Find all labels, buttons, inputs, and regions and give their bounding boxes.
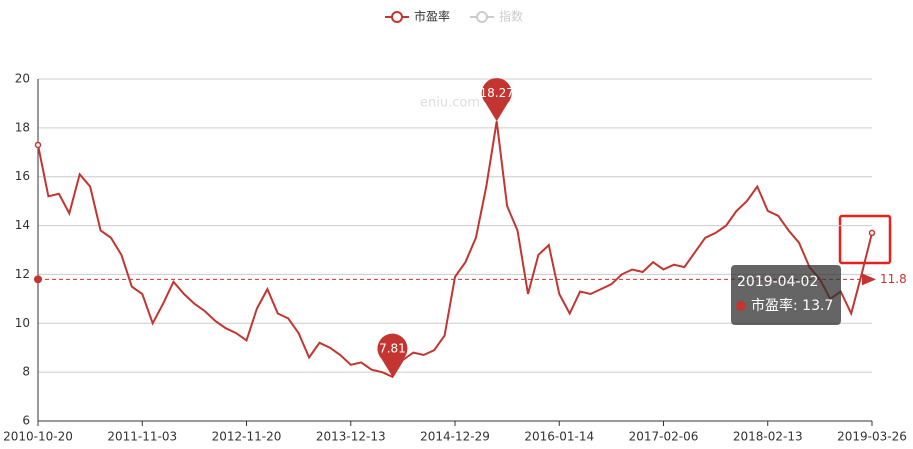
y-tick-label: 16 <box>15 169 30 183</box>
mark-pin <box>377 333 408 377</box>
x-tick-label: 2016-01-14 <box>524 430 594 444</box>
y-tick-label: 14 <box>15 218 30 232</box>
watermark: eniu.com <box>420 96 480 111</box>
y-tick-label: 18 <box>15 120 30 134</box>
x-tick-label: 2012-11-20 <box>212 430 282 444</box>
highlight-box <box>838 214 892 265</box>
y-tick-label: 6 <box>22 414 30 428</box>
x-tick-label: 2019-03-26 <box>837 430 907 444</box>
x-tick-label: 2018-02-13 <box>733 430 803 444</box>
mark-pin-label: 18.27 <box>480 86 514 100</box>
y-tick-label: 8 <box>22 365 30 379</box>
tooltip <box>731 265 841 325</box>
point <box>868 229 876 237</box>
x-tick-label: 2017-02-06 <box>629 430 699 444</box>
legend-label: 指数 <box>499 9 523 24</box>
tooltip-title: 2019-04-02 <box>737 274 818 290</box>
legend-icon <box>476 11 488 23</box>
y-tick-label: 20 <box>15 72 30 86</box>
x-tick-label: 2013-12-13 <box>316 430 386 444</box>
line <box>37 121 873 379</box>
average-label: 11.8 <box>880 272 907 286</box>
mark-pin-label: 7.81 <box>379 341 406 355</box>
x-tick-label: 2011-11-03 <box>107 430 177 444</box>
average-start <box>34 275 42 284</box>
tooltip-marker <box>736 301 746 311</box>
y-tick-label: 12 <box>15 267 30 281</box>
x-tick-label: 2010-10-20 <box>3 430 73 444</box>
point <box>34 141 42 149</box>
tooltip-text: 市盈率: 13.7 <box>751 297 833 314</box>
legend-label: 市盈率 <box>414 9 450 24</box>
average-arrow <box>862 273 876 286</box>
mark-pin <box>481 78 512 122</box>
y-tick-label: 10 <box>15 316 30 330</box>
legend-icon <box>391 11 403 23</box>
x-tick-label: 2014-12-29 <box>420 430 490 444</box>
